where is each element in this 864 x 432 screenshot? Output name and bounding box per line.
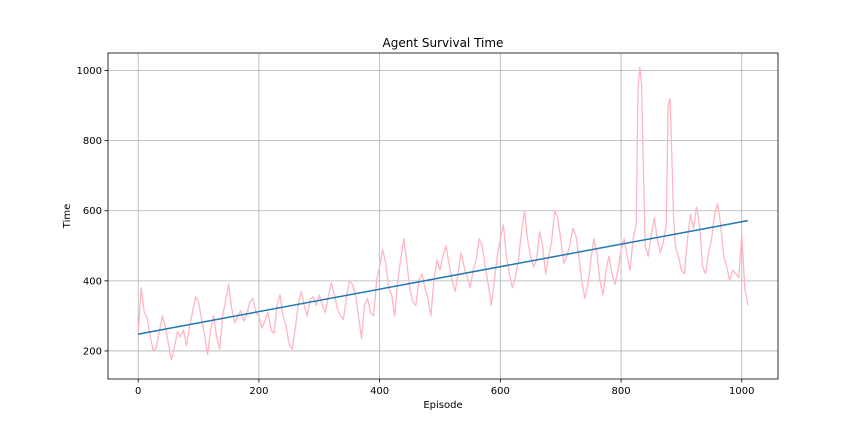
y-tick-label: 600	[83, 206, 102, 217]
chart-title: Agent Survival Time	[383, 36, 504, 50]
x-tick-label: 800	[612, 386, 631, 397]
x-tick-label: 1000	[729, 386, 754, 397]
series-layer	[137, 66, 749, 361]
grid	[108, 53, 778, 379]
trend-line	[138, 219, 748, 335]
y-axis-label: Time	[62, 204, 73, 229]
y-tick-label: 1000	[77, 66, 102, 77]
plot-frame	[107, 52, 779, 380]
x-tick-label: 200	[249, 386, 268, 397]
x-tick-label: 0	[135, 386, 141, 397]
y-tick-label: 400	[83, 276, 102, 287]
survival-time-line	[137, 66, 749, 361]
y-tick-label: 200	[83, 346, 102, 357]
x-tick-label: 400	[370, 386, 389, 397]
x-tick-label: 600	[491, 386, 510, 397]
x-axis-label: Episode	[423, 400, 462, 411]
x-axis: 0 200 400 600 800 1000	[135, 379, 755, 397]
y-axis: 200 400 600 800 1000	[77, 66, 108, 357]
y-tick-label: 800	[83, 136, 102, 147]
